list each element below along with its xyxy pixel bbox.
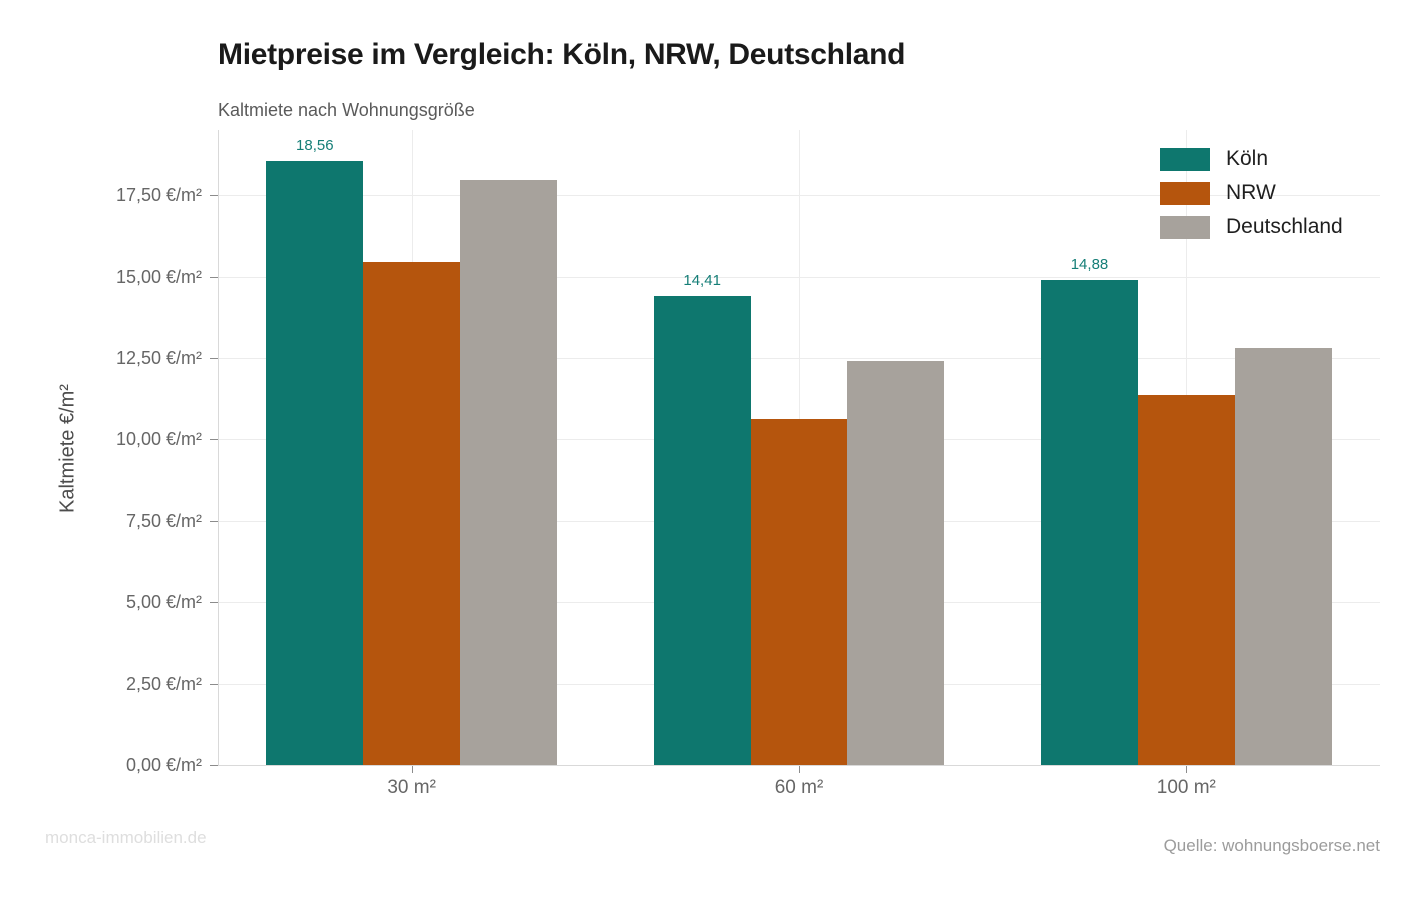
x-tick-mark [799,766,800,773]
y-tick-label: 10,00 €/m² [115,429,202,450]
y-tick-label: 17,50 €/m² [115,185,202,206]
x-tick-label: 30 m² [387,777,436,798]
legend-label: NRW [1226,181,1276,204]
y-tick-label: 5,00 €/m² [125,592,202,613]
chart-title: Mietpreise im Vergleich: Köln, NRW, Deut… [218,38,906,71]
legend-row-deutschland: Deutschland [1160,215,1343,239]
y-tick-label: 7,50 €/m² [125,510,202,531]
x-axis-line [218,765,1380,766]
bar-köln-60m² [653,295,751,765]
legend-swatch-icon [1160,181,1210,205]
bar-nrw-100m² [1137,395,1235,765]
y-tick-mark [210,602,218,604]
bar-value-label: 14,88 [1070,256,1109,274]
bar-köln-30m² [266,160,364,765]
bar-deutschland-100m² [1234,347,1332,765]
y-tick-mark [210,520,218,522]
x-tick-label: 100 m² [1156,777,1216,798]
watermark-text: monca-immobilien.de [45,828,207,847]
y-axis-line [218,130,219,765]
bar-köln-100m² [1041,280,1138,765]
bar-deutschland-30m² [460,179,557,765]
bar-nrw-30m² [363,261,461,765]
y-tick-label: 0,00 €/m² [125,755,202,775]
y-tick-mark [210,683,218,685]
y-tick-label: 15,00 €/m² [115,266,202,287]
legend-label: Köln [1226,147,1269,170]
bar-deutschland-60m² [847,360,945,765]
bar-value-label: 18,56 [296,136,334,154]
x-tick-mark [411,766,413,773]
legend-swatch-icon [1160,147,1210,171]
y-tick-label: 2,50 €/m² [125,673,202,694]
y-tick-mark [210,195,218,197]
legend-swatch-icon [1160,215,1210,239]
legend-label: Deutschland [1226,215,1343,238]
y-tick-mark [210,765,218,766]
legend: Köln NRW Deutschland [1160,147,1343,249]
chart-subtitle: Kaltmiete nach Wohnungsgröße [218,100,475,120]
source-note: Quelle: wohnungsboerse.net [1163,836,1380,855]
bar-nrw-60m² [750,418,848,765]
y-tick-mark [210,276,218,278]
y-tick-mark [210,357,218,359]
x-tick-mark [1186,766,1188,773]
legend-row-nrw: NRW [1160,181,1343,205]
x-tick-label: 60 m² [774,777,824,798]
plot-area: 18,56 14,41 14,88 [218,130,1380,766]
y-tick-mark [210,439,218,441]
y-tick-label: 12,50 €/m² [115,347,202,368]
legend-row-köln: Köln [1160,147,1343,171]
bar-value-label: 14,41 [683,271,721,289]
